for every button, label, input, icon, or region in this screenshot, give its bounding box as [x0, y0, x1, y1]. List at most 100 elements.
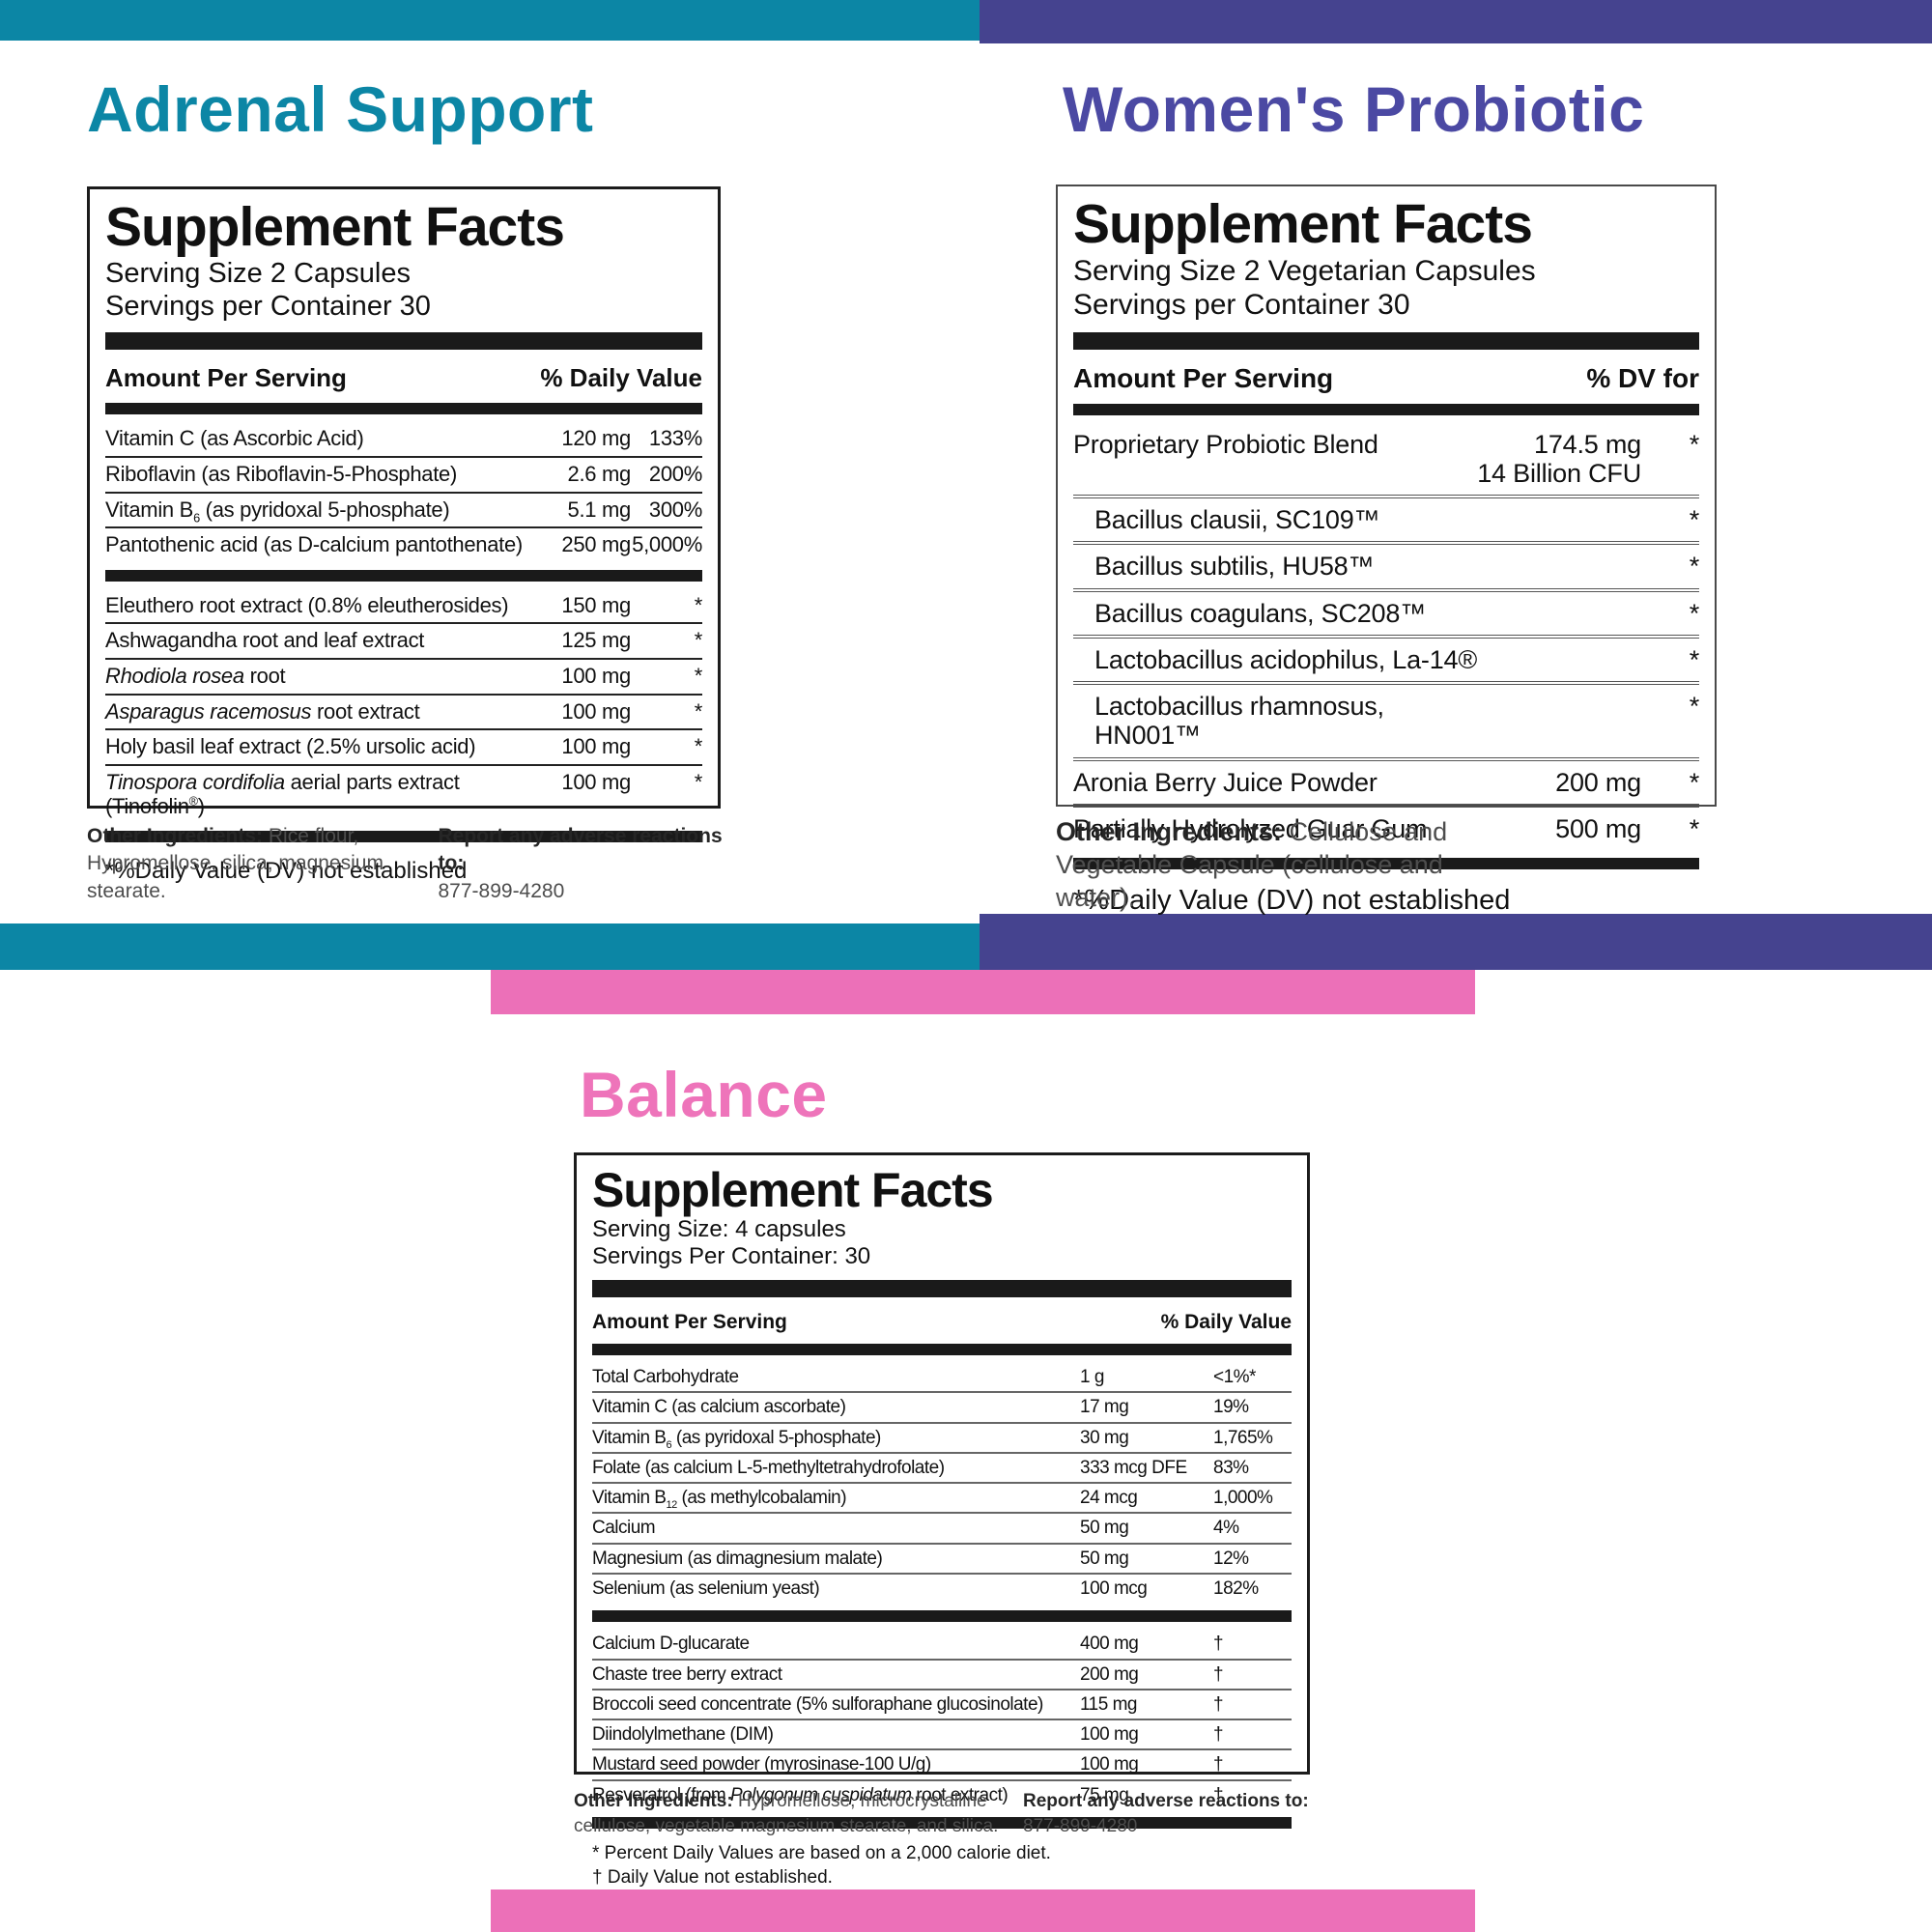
adrenal-small-print: Other Ingredients: Rice flour, Hypromell… [87, 823, 744, 905]
ingredient-daily-value: * [694, 734, 703, 759]
ingredient-name: Aronia Berry Juice Powder [1073, 767, 1378, 797]
servings-per-container: Servings Per Container: 30 [592, 1242, 871, 1269]
ingredient-amount: 120 mg [561, 426, 631, 451]
report-contact: Report any adverse reactions to: 877-899… [439, 823, 745, 905]
ingredient-name: Holy basil leaf extract (2.5% ursolic ac… [105, 734, 476, 759]
ingredient-name: Bacillus subtilis, HU58™ [1094, 552, 1375, 582]
divider-bar [1073, 331, 1699, 350]
vitamin-rows-group: Vitamin C (as Ascorbic Acid) 120 mg 133% Ri… [105, 422, 702, 562]
ingredient-name: Selenium (as selenium yeast) [592, 1577, 820, 1599]
probiotic-small-print: Other Ingredients: Cellulose and Vegetab… [1056, 816, 1471, 914]
probiotic-rows-group: Proprietary Probiotic Blend 174.5 mg 14 Bi… [1073, 423, 1699, 850]
ingredient-amount: 174.5 mg 14 Billion CFU [1477, 429, 1641, 488]
ingredient-name: Pantothenic acid (as D-calcium pantothen… [105, 532, 523, 557]
fact-row: Vitamin B6 (as pyridoxal 5-phosphate) 30 … [592, 1424, 1292, 1454]
ingredient-daily-value: * [1689, 692, 1700, 722]
ingredient-name: Vitamin B6 (as pyridoxal 5-phosphate) [592, 1427, 881, 1451]
ingredient-daily-value: 5,000% [632, 532, 702, 557]
botanical-rows-group: Calcium D-glucarate 400 mg † Chaste tree be… [592, 1630, 1292, 1809]
other-ingredients-text: Cellulose and Vegetable Capsule (cellulo… [1056, 817, 1448, 912]
other-ingredients-label: Other Ingredients: [1056, 817, 1283, 846]
fact-row: Eleuthero root extract (0.8% eleutherosi… [105, 589, 702, 625]
ingredient-name: Mustard seed powder (myrosinase-100 U/g) [592, 1754, 931, 1776]
purple-bar-middle [980, 914, 1932, 970]
ingredient-amount: 100 mg [561, 769, 631, 794]
footnote-line-2: † Daily Value not established. [592, 1866, 833, 1888]
ingredient-daily-value: <1%* [1213, 1367, 1256, 1388]
ingredient-name: Calcium D-glucarate [592, 1634, 750, 1655]
fact-row: Partially Hydrolyzed Guar Gum 500 mg * [1073, 808, 1699, 850]
ingredient-daily-value: 300% [648, 497, 702, 522]
divider-bar [105, 831, 702, 843]
ingredient-daily-value: * [1689, 429, 1700, 459]
servings-per-container: Servings per Container 30 [105, 291, 431, 323]
divider-bar [105, 403, 702, 415]
fact-row: Bacillus clausii, SC109™ * [1073, 498, 1700, 546]
fact-row: Vitamin B12 (as methylcobalamin) 24 mcg 1,… [592, 1484, 1292, 1515]
other-ingredients-label: Other Ingredients: [87, 825, 264, 847]
fact-row: Aronia Berry Juice Powder 200 mg * [1073, 761, 1699, 808]
serving-size: Serving Size: 4 capsules [592, 1215, 846, 1242]
ingredient-daily-value: 12% [1213, 1548, 1249, 1569]
ingredient-daily-value: * [1689, 644, 1700, 674]
ingredient-daily-value: † [1213, 1663, 1224, 1685]
other-ingredients-label: Other Ingredients: [574, 1791, 733, 1811]
ingredient-name: Tinospora cordifolia aerial parts extrac… [105, 769, 460, 818]
fact-row: Resveratrol (from Polygonum cuspidatum r… [592, 1781, 1292, 1809]
ingredient-name: Ashwagandha root and leaf extract [105, 628, 425, 653]
fact-row: Lactobacillus rhamnosus, HN001™ * [1073, 685, 1700, 761]
footnote-line-1: * Percent Daily Values are based on a 2,… [592, 1842, 1051, 1863]
ingredient-name: Vitamin C (as Ascorbic Acid) [105, 426, 364, 451]
ingredient-daily-value: * [1689, 505, 1700, 535]
fact-row: Ashwagandha root and leaf extract 125 mg * [105, 624, 703, 661]
ingredient-daily-value: * [694, 592, 703, 617]
divider-bar [592, 1280, 1292, 1298]
ingredient-amount: 333 mcg DFE [1080, 1457, 1187, 1478]
ingredient-amount: 75 mg [1080, 1784, 1129, 1805]
fact-row: Vitamin C (as Ascorbic Acid) 120 mg 133% [105, 422, 702, 458]
ingredient-name: Eleuthero root extract (0.8% eleutherosi… [105, 592, 509, 617]
dv-footnote: *%Daily Value (DV) not established [1073, 884, 1511, 916]
fact-row: Lactobacillus acidophilus, La-14® * [1073, 639, 1700, 686]
facts-heading: Supplement Facts [105, 196, 565, 258]
purple-bar-top [980, 0, 1932, 43]
divider-bar [1073, 403, 1699, 415]
ingredient-amount: 100 mg [1080, 1754, 1139, 1776]
probiotic-supplement-facts-panel: Supplement Facts Serving Size 2 Vegetari… [1056, 185, 1717, 916]
ingredient-daily-value: * [694, 628, 703, 653]
fact-row: Rhodiola rosea root 100 mg * [105, 660, 702, 696]
fact-row: Proprietary Probiotic Blend 174.5 mg 14 Bi… [1073, 423, 1700, 499]
ingredient-name: Proprietary Probiotic Blend [1073, 429, 1378, 459]
adrenal-supplement-facts-panel: Supplement Facts Serving Size 2 Capsules… [87, 186, 721, 884]
ingredient-daily-value: * [1689, 813, 1700, 843]
pink-bar-bottom [491, 1889, 1475, 1932]
column-header-row: Amount Per Serving % DV for [1073, 359, 1699, 396]
divider-bar [592, 1816, 1292, 1829]
other-ingredients: Other Ingredients: Rice flour, Hypromell… [87, 823, 429, 905]
fact-row: Bacillus subtilis, HU58™ * [1073, 545, 1699, 592]
dv-footnote: *%Daily Value (DV) not established [105, 858, 468, 885]
daily-value-header: % Daily Value [1160, 1311, 1292, 1334]
fact-row: Bacillus coagulans, SC208™ * [1073, 592, 1699, 639]
ingredient-amount: 500 mg [1555, 813, 1641, 843]
adrenal-support-title: Adrenal Support [87, 73, 594, 145]
divider-bar [1073, 857, 1699, 869]
ingredient-amount: 17 mg [1080, 1397, 1129, 1418]
nutrient-rows-group: Total Carbohydrate 1 g <1%* Vitamin C (as c… [592, 1363, 1292, 1603]
ingredient-daily-value: * [694, 698, 703, 724]
fact-row: Vitamin B6 (as pyridoxal 5-phosphate) 5.1… [105, 494, 702, 529]
ingredient-amount: 2.6 mg [567, 461, 632, 486]
ingredient-amount: 400 mg [1080, 1634, 1139, 1655]
report-label: Report any adverse reactions to: [438, 825, 723, 875]
fact-row: Mustard seed powder (myrosinase-100 U/g)… [592, 1750, 1292, 1781]
ingredient-name: Vitamin C (as calcium ascorbate) [592, 1397, 846, 1418]
ingredient-amount: 115 mg [1080, 1693, 1137, 1715]
report-phone: 877-899-4280 [1023, 1815, 1138, 1836]
ingredient-amount: 125 mg [561, 628, 631, 653]
botanical-rows-group: Eleuthero root extract (0.8% eleutherosi… [105, 589, 702, 823]
daily-value-header: % DV for [1586, 362, 1699, 393]
fact-row: Tinospora cordifolia aerial parts extrac… [105, 766, 702, 823]
ingredient-name: Bacillus clausii, SC109™ [1094, 505, 1380, 535]
daily-value-header: % Daily Value [540, 363, 702, 393]
